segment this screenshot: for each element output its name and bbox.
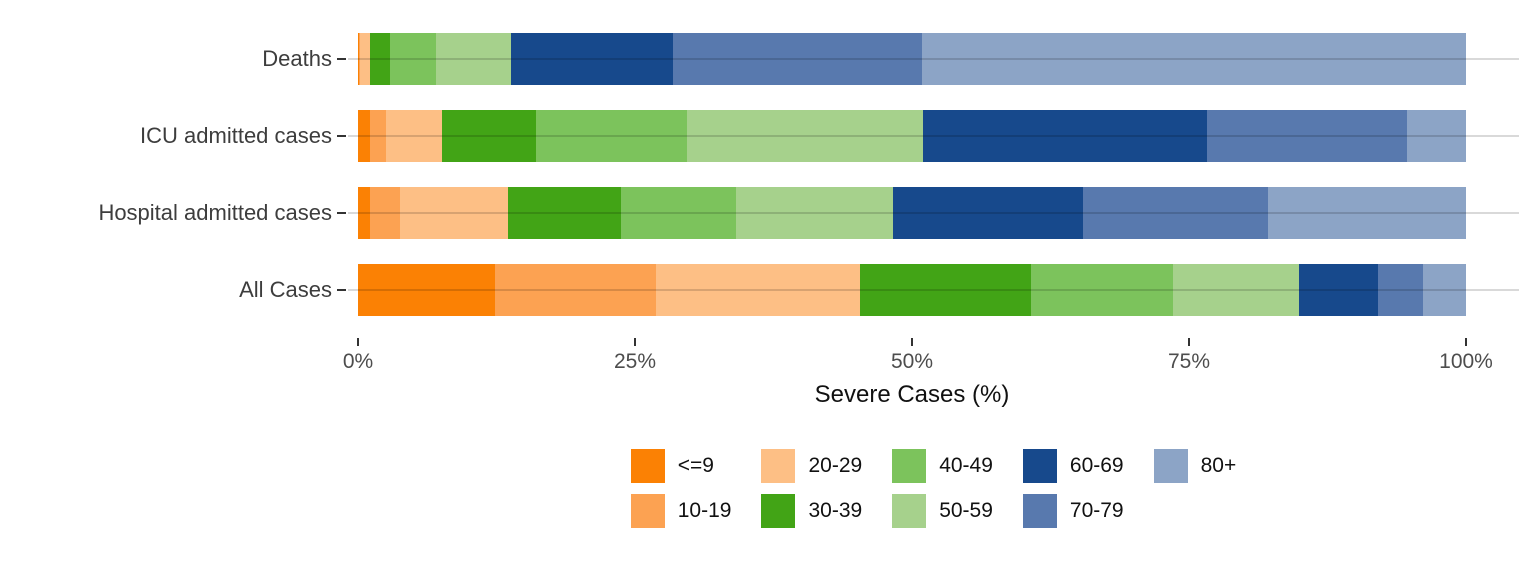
legend-item: <=9 bbox=[630, 449, 732, 483]
bar-segment bbox=[358, 187, 371, 239]
bar-segment bbox=[859, 264, 1031, 316]
x-axis-tick bbox=[1465, 338, 1467, 346]
bar-segment bbox=[923, 110, 1207, 162]
legend-swatch bbox=[761, 449, 796, 483]
bar-segment bbox=[921, 33, 1466, 85]
bar-segment bbox=[536, 110, 688, 162]
bar-segment bbox=[495, 264, 657, 316]
category-axis-tick bbox=[337, 212, 346, 214]
bar-segment bbox=[1378, 264, 1423, 316]
legend-item: 30-39 bbox=[761, 494, 862, 528]
legend-column: 80+ bbox=[1153, 449, 1237, 528]
legend-swatch bbox=[761, 494, 796, 528]
category-label: Hospital admitted cases bbox=[98, 200, 332, 225]
category-label: ICU admitted cases bbox=[140, 123, 332, 148]
stacked-bar bbox=[358, 187, 1466, 239]
bar-segment bbox=[687, 110, 924, 162]
bar-segment bbox=[1173, 264, 1299, 316]
bar-segment bbox=[1030, 264, 1174, 316]
legend-label: <=9 bbox=[677, 454, 714, 477]
bar-segment bbox=[370, 110, 386, 162]
horizontal-gridline bbox=[348, 289, 1519, 291]
bar-segment bbox=[435, 33, 511, 85]
bar-segment bbox=[1407, 110, 1466, 162]
legend-item: 60-69 bbox=[1022, 449, 1124, 483]
bar-segment bbox=[358, 264, 496, 316]
legend-swatch bbox=[1022, 449, 1057, 483]
x-axis-title: Severe Cases (%) bbox=[814, 381, 1010, 408]
legend-swatch bbox=[1153, 449, 1188, 483]
x-axis-tick-label: 75% bbox=[1167, 350, 1211, 373]
x-axis-tick bbox=[357, 338, 359, 346]
bar-segment bbox=[893, 187, 1083, 239]
category-axis-tick bbox=[337, 289, 346, 291]
stacked-bar bbox=[358, 33, 1466, 85]
bar-segment bbox=[1267, 187, 1466, 239]
legend-column: 60-69 70-79 bbox=[1022, 449, 1124, 528]
bar-segment bbox=[510, 33, 673, 85]
bar-segment bbox=[385, 110, 443, 162]
legend-label: 10-19 bbox=[677, 499, 732, 522]
horizontal-gridline bbox=[348, 58, 1519, 60]
bar-segment bbox=[358, 110, 371, 162]
bar-segment bbox=[400, 187, 508, 239]
x-axis-tick-label: 0% bbox=[342, 350, 374, 373]
legend-swatch bbox=[892, 449, 927, 483]
legend-column: 40-49 50-59 bbox=[892, 449, 993, 528]
legend-label: 30-39 bbox=[808, 499, 863, 522]
x-axis-tick bbox=[1188, 338, 1190, 346]
legend-label: 20-29 bbox=[808, 454, 863, 477]
bar-segment bbox=[672, 33, 922, 85]
horizontal-gridline bbox=[348, 135, 1519, 137]
bar-segment bbox=[1422, 264, 1466, 316]
bar-segment bbox=[442, 110, 537, 162]
legend-label: 40-49 bbox=[939, 454, 993, 477]
bar-segment bbox=[358, 33, 359, 85]
legend-item: 50-59 bbox=[892, 494, 993, 528]
x-axis-tick-label: 50% bbox=[890, 350, 934, 373]
legend-swatch bbox=[630, 449, 665, 483]
category-label: All Cases bbox=[239, 277, 332, 302]
legend-item: 40-49 bbox=[892, 449, 993, 483]
bar-segment bbox=[735, 187, 894, 239]
bar-segment bbox=[1298, 264, 1379, 316]
stacked-bar bbox=[358, 264, 1466, 316]
legend-swatch bbox=[892, 494, 927, 528]
legend-item: 80+ bbox=[1153, 449, 1237, 483]
legend-label: 70-79 bbox=[1069, 499, 1124, 522]
legend-column: 20-29 30-39 bbox=[761, 449, 862, 528]
bar-segment bbox=[507, 187, 621, 239]
legend-label: 80+ bbox=[1200, 454, 1237, 477]
x-axis-tick bbox=[911, 338, 913, 346]
bar-segment bbox=[370, 33, 391, 85]
bar-segment bbox=[656, 264, 860, 316]
legend: <=9 10-19 20-29 30-39 40-49 50-59 60-69 70-79 80… bbox=[348, 449, 1519, 528]
category-axis-tick bbox=[337, 135, 346, 137]
legend-item: 20-29 bbox=[761, 449, 862, 483]
x-axis-tick-label: 100% bbox=[1439, 350, 1493, 373]
category-label: Deaths bbox=[262, 46, 332, 71]
x-axis-tick bbox=[634, 338, 636, 346]
category-axis-tick bbox=[337, 58, 346, 60]
legend-column: <=9 10-19 bbox=[630, 449, 732, 528]
legend-item: 70-79 bbox=[1022, 494, 1124, 528]
x-axis-tick-label: 25% bbox=[613, 350, 657, 373]
legend-label: 50-59 bbox=[939, 499, 993, 522]
legend-label: 60-69 bbox=[1069, 454, 1124, 477]
bar-segment bbox=[620, 187, 736, 239]
bar-segment bbox=[358, 33, 361, 85]
legend-item: 10-19 bbox=[630, 494, 732, 528]
bar-segment bbox=[1082, 187, 1268, 239]
bar-segment bbox=[390, 33, 436, 85]
legend-swatch bbox=[630, 494, 665, 528]
bar-segment bbox=[1206, 110, 1408, 162]
horizontal-gridline bbox=[348, 212, 1519, 214]
bar-segment bbox=[370, 187, 401, 239]
bar-segment bbox=[360, 33, 371, 85]
legend-swatch bbox=[1022, 494, 1057, 528]
stacked-bar bbox=[358, 110, 1466, 162]
